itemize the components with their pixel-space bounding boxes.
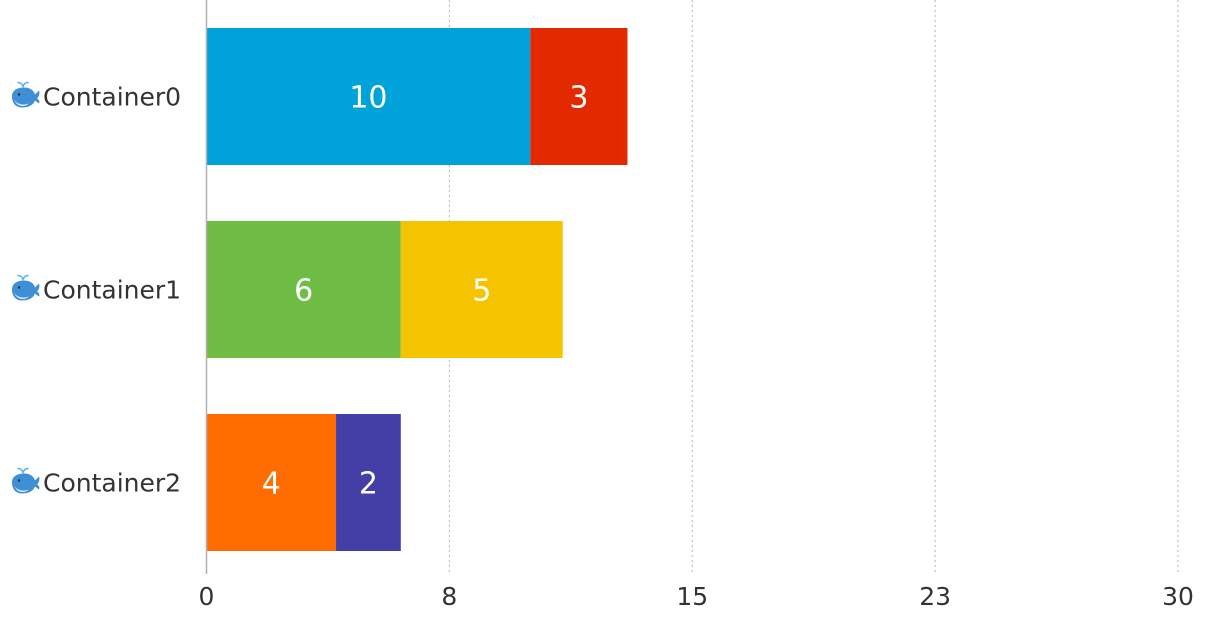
bar-segment-0-0 [206,28,531,165]
data-label-2-1: 2 [359,467,378,502]
bars [206,28,628,551]
bar-segment-2-1 [336,414,401,551]
data-label-1-1: 5 [472,274,491,309]
category-label-1: Container1 [43,276,181,305]
bar-segment-2-0 [206,414,337,551]
whale-icon [11,467,41,495]
x-tick-label-1: 8 [441,582,457,611]
bar-segment-1-1 [400,221,563,358]
x-tick-label-4: 30 [1162,582,1194,611]
whale-icon [11,274,41,302]
data-label-0-1: 3 [569,81,588,116]
category-label-2: Container2 [43,469,181,498]
data-label-1-0: 6 [294,274,313,309]
x-tick-label-3: 23 [919,582,951,611]
x-tick-label-0: 0 [199,582,215,611]
x-tick-label-2: 15 [676,582,708,611]
data-label-0-0: 10 [349,81,387,116]
bar-segment-1-0 [206,221,401,358]
bar-segment-0-1 [530,28,628,165]
whale-icon [11,81,41,109]
data-label-2-0: 4 [262,467,281,502]
category-label-0: Container0 [43,83,181,112]
labels: 10 3 6 5 4 2 [262,81,589,502]
